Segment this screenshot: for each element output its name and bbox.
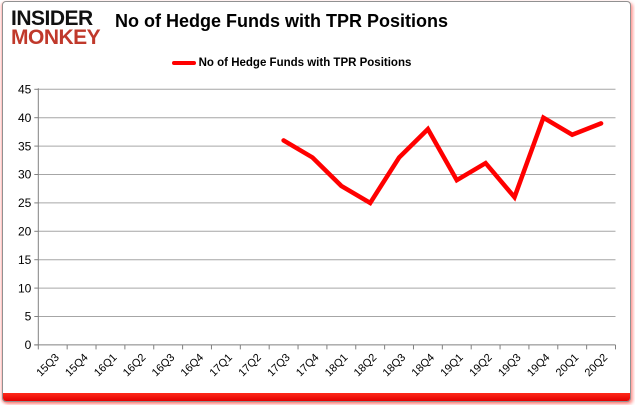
logo-line-monkey: MONKEY bbox=[11, 26, 101, 50]
bottom-accent-bar bbox=[3, 393, 630, 401]
legend-label: No of Hedge Funds with TPR Positions bbox=[198, 57, 412, 69]
insider-monkey-logo: INSIDER MONKEY bbox=[11, 7, 101, 50]
logo-line-insider: INSIDER bbox=[11, 7, 93, 30]
legend: No of Hedge Funds with TPR Positions bbox=[0, 57, 609, 69]
chart-title: No of Hedge Funds with TPR Positions bbox=[115, 11, 448, 31]
legend-line-swatch bbox=[171, 61, 196, 65]
